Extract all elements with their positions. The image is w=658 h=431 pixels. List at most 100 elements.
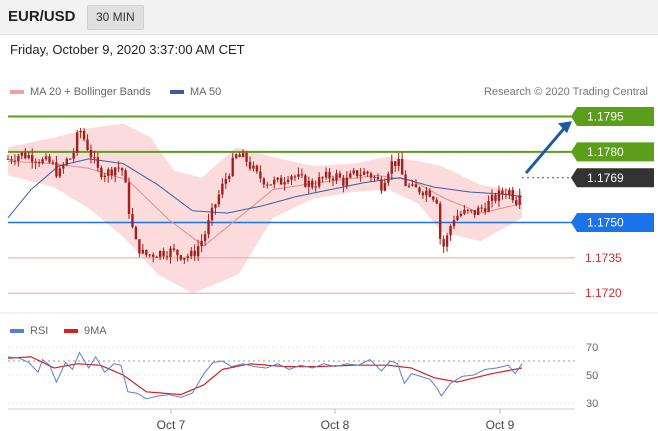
candle-body <box>470 210 473 212</box>
level-label-1.1780: 1.1780 <box>587 145 624 159</box>
candle-body <box>442 238 445 247</box>
candle-body <box>255 165 259 172</box>
legend-9ma-label: 9MA <box>84 325 107 337</box>
candle-body <box>297 174 300 177</box>
candle-body <box>411 184 414 186</box>
candle-body <box>55 162 58 177</box>
candle-body <box>352 170 355 174</box>
research-credit: Research © 2020 Trading Central <box>483 86 648 98</box>
candle-body <box>497 190 501 201</box>
candle-body <box>37 162 41 164</box>
candle-body <box>100 167 103 178</box>
candle-body <box>432 196 435 200</box>
candle-body <box>179 255 183 260</box>
candle-body <box>414 184 418 188</box>
candle-body <box>508 189 511 195</box>
candle-body <box>400 158 404 175</box>
timeframe-button[interactable]: 30 MIN <box>87 5 144 30</box>
level-label-1.1750: 1.1750 <box>587 216 624 230</box>
candle-body <box>279 177 283 185</box>
candle-body <box>124 170 127 183</box>
rsi-swatch <box>10 329 24 334</box>
x-tick-label: Oct 7 <box>157 418 186 431</box>
candle-body <box>58 168 62 177</box>
candle-body <box>324 171 328 178</box>
candle-body <box>355 170 359 177</box>
legend-rsi: RSI <box>10 325 48 337</box>
candle-body <box>17 155 20 162</box>
candle-body <box>103 175 107 178</box>
candle-body <box>41 159 44 164</box>
legend-ma20-label: MA 20 + Bollinger Bands <box>30 86 151 98</box>
ma20-swatch <box>10 90 24 95</box>
candle-body <box>210 207 214 221</box>
candle-body <box>82 130 86 140</box>
candle-body <box>314 186 317 188</box>
candle-body <box>518 195 521 205</box>
level-tag-1.1769 <box>571 168 654 188</box>
candle-body <box>418 187 421 193</box>
level-tag-1.1750 <box>571 213 654 233</box>
candle-body <box>176 249 179 256</box>
candle-body <box>203 234 207 241</box>
candle-body <box>169 248 172 257</box>
candle-body <box>221 183 224 195</box>
candle-body <box>145 249 148 256</box>
candle-body <box>273 179 276 185</box>
candle-body <box>207 220 210 235</box>
candle-body <box>152 254 155 257</box>
candle-body <box>483 208 487 212</box>
bollinger-band <box>8 123 522 294</box>
candle-body <box>234 154 238 158</box>
candle-body <box>75 132 79 153</box>
top-bar: EUR/USD 30 MIN <box>0 0 658 35</box>
candle-body <box>107 169 110 176</box>
candle-body <box>283 182 286 185</box>
level-tag-1.1795 <box>571 106 654 126</box>
candle-body <box>276 177 279 180</box>
candle-body <box>89 149 93 158</box>
candle-body <box>10 159 13 161</box>
candle-body <box>214 204 217 208</box>
candle-body <box>20 152 24 156</box>
candle-body <box>394 161 397 166</box>
candle-body <box>359 174 362 177</box>
candle-body <box>338 173 342 178</box>
ma20-line <box>7 160 523 247</box>
candle-body <box>421 192 425 196</box>
candle-body <box>383 182 387 191</box>
chart-datetime: Friday, October 9, 2020 3:37:00 AM CET <box>10 42 245 57</box>
legend-ma50-label: MA 50 <box>190 86 222 98</box>
candle-body <box>425 190 428 196</box>
candle-body <box>286 179 290 183</box>
candle-body <box>515 200 518 205</box>
candle-body <box>307 180 310 187</box>
candle-body <box>193 250 196 257</box>
candle-body <box>155 256 158 258</box>
candle-body <box>51 162 55 164</box>
candle-body <box>228 175 231 179</box>
candle-body <box>165 256 169 258</box>
candle-body <box>231 157 234 176</box>
candle-body <box>362 171 366 175</box>
candle-body <box>248 161 252 169</box>
candle-body <box>69 158 72 160</box>
candle-body <box>252 165 255 169</box>
candle-body <box>241 152 245 158</box>
candle-body <box>6 158 10 160</box>
candle-body <box>390 161 393 174</box>
candle-body <box>452 220 456 227</box>
candle-body <box>131 214 134 227</box>
candle-body <box>31 155 34 162</box>
candle-body <box>245 152 248 162</box>
candle-body <box>190 250 193 257</box>
candle-body <box>404 174 407 186</box>
level-label-1.1795: 1.1795 <box>587 109 624 123</box>
candle-body <box>44 156 48 160</box>
candle-body <box>34 161 37 163</box>
candle-body <box>438 203 442 239</box>
legend-rsi-label: RSI <box>30 325 49 337</box>
candle-body <box>127 182 131 215</box>
candle-body <box>369 173 373 178</box>
rsi-tick-70: 70 <box>586 342 598 354</box>
